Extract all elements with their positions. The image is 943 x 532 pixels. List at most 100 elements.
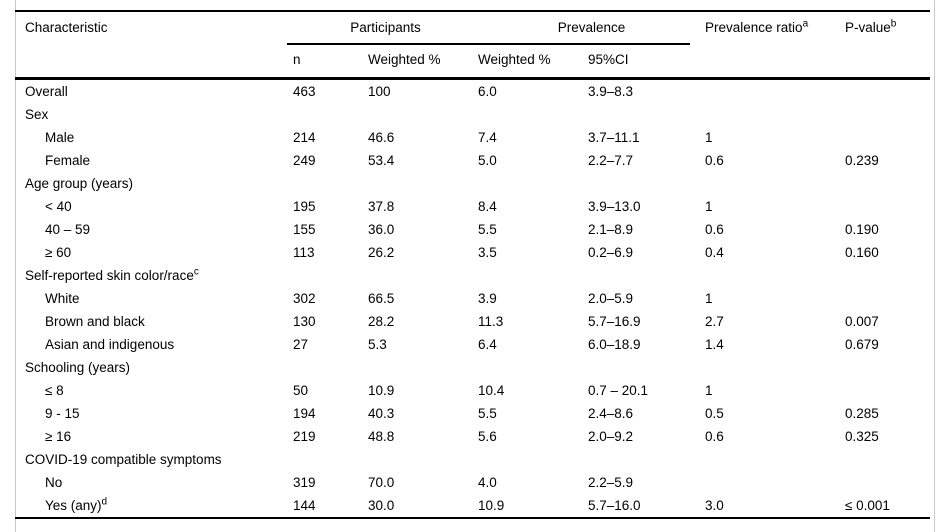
cell-prevalence: 6.0 (478, 84, 497, 99)
cell-p-value: 0.007 (845, 314, 879, 329)
cell-prevalence: 3.9 (478, 291, 497, 306)
cell-ci: 5.7–16.9 (588, 314, 641, 329)
cell-n (293, 264, 368, 287)
row-label: Yes (any)d (15, 494, 293, 517)
cell-prevalence-ratio (705, 264, 845, 287)
cell-prevalence: 5.6 (478, 429, 497, 444)
cell-n (293, 103, 368, 126)
row-label-text: Overall (25, 84, 68, 99)
cell-ci: 2.0–5.9 (588, 291, 634, 306)
row-label-text: Brown and black (45, 314, 145, 329)
cell-weighted-pct (368, 356, 478, 379)
row-label: ≥ 60 (15, 241, 293, 264)
cell-p-value: 0.679 (845, 337, 879, 352)
cell-ci: 2.2–7.7 (588, 153, 634, 168)
row-label: Male (15, 126, 293, 149)
row-label-text: ≥ 60 (45, 245, 72, 260)
cell-prevalence: 10.9 (478, 498, 505, 513)
cell-prevalence-ratio: 1 (705, 291, 713, 306)
cell-n: 50 (293, 383, 309, 398)
cell-n: 214 (293, 130, 316, 145)
table-row: No 319 70.0 4.0 2.2–5.9 (15, 471, 930, 494)
row-label: < 40 (15, 195, 293, 218)
row-label-text: < 40 (45, 199, 72, 214)
table-top-rule (15, 10, 930, 12)
cell-prevalence: 3.5 (478, 245, 497, 260)
footnote-marker-b: b (890, 18, 897, 30)
cell-p-value: 0.239 (845, 153, 879, 168)
header-bottom-rule (15, 77, 930, 80)
row-label-text: Age group (years) (25, 176, 134, 191)
table-row: Overall 463 100 6.0 3.9–8.3 (15, 80, 930, 103)
cell-weighted-pct: 37.8 (368, 199, 395, 214)
cell-n: 155 (293, 222, 316, 237)
header-group-underline (287, 43, 690, 45)
cell-weighted-pct: 53.4 (368, 153, 395, 168)
cell-weighted-pct (368, 103, 478, 126)
cell-p-value: 0.325 (845, 429, 879, 444)
row-label: COVID-19 compatible symptoms (15, 448, 293, 471)
row-label-text: Yes (any) (45, 498, 102, 513)
cell-prevalence: 11.3 (478, 314, 504, 329)
cell-p-value (845, 471, 930, 494)
row-label: ≤ 8 (15, 379, 293, 402)
table-row: Yes (any)d 144 30.0 10.9 5.7–16.0 3.0 ≤ … (15, 494, 930, 517)
cell-ci (588, 356, 705, 379)
cell-n: 144 (293, 498, 316, 513)
cell-n (293, 356, 368, 379)
cell-p-value (845, 195, 930, 218)
row-label-text: Self-reported skin color/race (25, 268, 194, 283)
cell-weighted-pct: 66.5 (368, 291, 395, 306)
row-label: No (15, 471, 293, 494)
table-row: White 302 66.5 3.9 2.0–5.9 1 (15, 287, 930, 310)
cell-prevalence (478, 356, 588, 379)
cell-p-value (845, 287, 930, 310)
cell-n (293, 448, 368, 471)
cell-ci (588, 264, 705, 287)
table-row: Schooling (years) (15, 356, 930, 379)
cell-ci: 3.7–11.1 (588, 130, 640, 145)
cell-prevalence (478, 448, 588, 471)
cell-prevalence: 5.5 (478, 406, 497, 421)
column-header-characteristic: Characteristic (25, 20, 108, 35)
prevalence-ratio-label: Prevalence ratio (705, 20, 803, 35)
cell-prevalence (478, 172, 588, 195)
cell-ci: 2.1–8.9 (588, 222, 634, 237)
row-label-text: White (45, 291, 80, 306)
row-label-text: 40 – 59 (45, 222, 91, 237)
row-label: ≥ 16 (15, 425, 293, 448)
cell-prevalence: 4.0 (478, 475, 497, 490)
cell-prevalence-ratio: 0.4 (705, 245, 724, 260)
cell-prevalence: 10.4 (478, 383, 505, 398)
cell-weighted-pct: 48.8 (368, 429, 395, 444)
column-header-prevalence-weighted-pct: Weighted % (478, 52, 551, 67)
cell-p-value (845, 448, 930, 471)
cell-n: 463 (293, 84, 316, 99)
cell-p-value (845, 103, 930, 126)
cell-n: 130 (293, 314, 316, 329)
footnote-marker-a: a (802, 18, 809, 30)
cell-ci: 5.7–16.0 (588, 498, 641, 513)
cell-p-value: ≤ 0.001 (845, 498, 890, 513)
footnote-marker-d: d (101, 496, 108, 508)
cell-ci (588, 448, 705, 471)
cell-ci: 2.0–9.2 (588, 429, 634, 444)
row-label-text: 9 - 15 (45, 406, 80, 421)
cell-weighted-pct (368, 264, 478, 287)
table-row: Female 249 53.4 5.0 2.2–7.7 0.6 0.239 (15, 149, 930, 172)
row-label-text: ≤ 8 (45, 383, 64, 398)
column-group-participants: Participants (350, 20, 421, 35)
cell-ci (588, 172, 705, 195)
column-header-prevalence-ratio: Prevalence ratioa (705, 19, 808, 37)
cell-weighted-pct: 10.9 (368, 383, 395, 398)
cell-prevalence-ratio: 0.6 (705, 222, 724, 237)
cell-n: 319 (293, 475, 316, 490)
cell-p-value: 0.285 (845, 406, 879, 421)
cell-prevalence-ratio (705, 356, 845, 379)
table-row: 40 – 59 155 36.0 5.5 2.1–8.9 0.6 0.190 (15, 218, 930, 241)
cell-prevalence-ratio: 1 (705, 383, 713, 398)
cell-p-value (845, 264, 930, 287)
row-label: 9 - 15 (15, 402, 293, 425)
table-row: ≥ 60 113 26.2 3.5 0.2–6.9 0.4 0.160 (15, 241, 930, 264)
cell-n (293, 172, 368, 195)
